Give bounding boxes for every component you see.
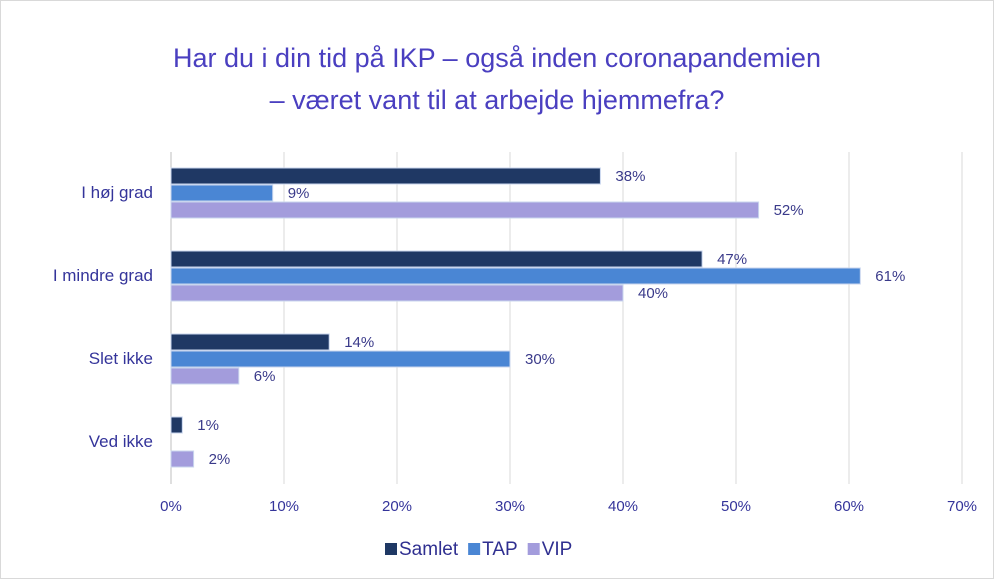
chart-title: – været vant til at arbejde hjemmefra?	[270, 85, 725, 115]
bar	[170, 201, 760, 219]
bar	[170, 350, 511, 368]
value-label: 2%	[209, 451, 231, 468]
legend-swatch	[527, 543, 540, 555]
legend-label: VIP	[542, 539, 573, 560]
bar	[170, 184, 274, 202]
x-tick-label: 30%	[495, 498, 525, 515]
y-tick-label: Slet ikke	[89, 349, 153, 368]
chart-title: Har du i din tid på IKP – også inden cor…	[173, 43, 821, 73]
x-tick-label: 20%	[382, 498, 412, 515]
y-tick-label: Ved ikke	[89, 432, 153, 451]
x-tick-label: 50%	[721, 498, 751, 515]
bar	[170, 267, 861, 285]
y-tick-label: I høj grad	[81, 183, 153, 202]
value-label: 6%	[254, 368, 276, 385]
value-label: 1%	[197, 417, 219, 434]
legend-label: Samlet	[399, 539, 459, 560]
value-label: 30%	[525, 351, 555, 368]
value-label: 61%	[875, 268, 905, 285]
value-label: 38%	[615, 168, 645, 185]
value-label: 9%	[288, 185, 310, 202]
value-label: 52%	[774, 202, 804, 219]
value-label: 47%	[717, 251, 747, 268]
legend-label: TAP	[482, 539, 518, 560]
x-tick-label: 70%	[947, 498, 977, 515]
x-tick-label: 40%	[608, 498, 638, 515]
bar	[170, 450, 195, 468]
value-label: 14%	[344, 334, 374, 351]
legend-swatch	[385, 543, 397, 555]
bar	[170, 284, 624, 302]
bar	[170, 416, 183, 434]
x-tick-label: 10%	[269, 498, 299, 515]
bar	[170, 250, 703, 268]
x-tick-label: 60%	[834, 498, 864, 515]
bar	[170, 367, 240, 385]
y-tick-label: I mindre grad	[53, 266, 153, 285]
bar	[170, 333, 330, 351]
legend-swatch	[468, 543, 481, 555]
bar	[170, 167, 601, 185]
x-tick-label: 0%	[160, 498, 182, 515]
value-label: 40%	[638, 285, 668, 302]
